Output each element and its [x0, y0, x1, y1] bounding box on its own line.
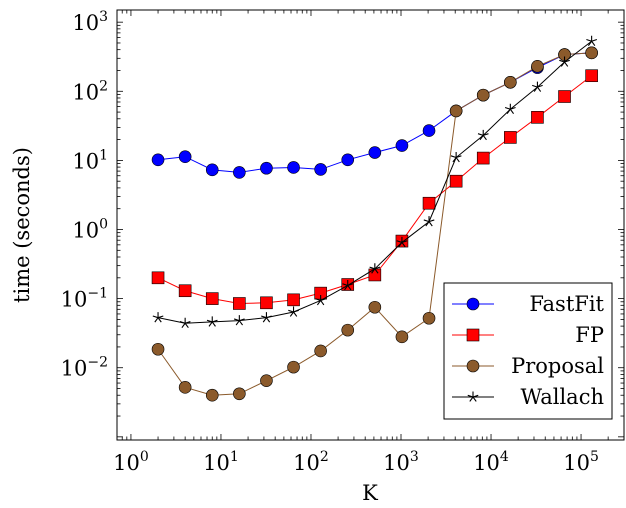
data-point	[233, 315, 245, 326]
data-point	[233, 387, 246, 401]
legend-label: Proposal	[511, 354, 604, 378]
data-point	[559, 56, 570, 67]
legend-entry: Wallach	[452, 385, 604, 409]
data-point	[585, 69, 598, 83]
data-point	[260, 374, 273, 387]
data-point	[395, 139, 409, 152]
data-point	[287, 360, 300, 374]
data-point	[368, 300, 382, 314]
data-point	[450, 152, 462, 163]
data-point	[205, 292, 219, 305]
series-wallach	[152, 35, 598, 329]
data-point	[531, 111, 544, 124]
x-tick-labels: 100 101 102 103 104 105	[113, 449, 599, 475]
x-tick-label: 100	[113, 449, 149, 475]
data-point	[422, 124, 436, 137]
data-point	[504, 103, 516, 114]
data-point	[422, 196, 436, 210]
x-tick-label: 103	[383, 449, 419, 475]
data-point	[287, 161, 300, 174]
x-tick-label: 104	[473, 449, 509, 475]
data-point	[504, 75, 517, 89]
data-point	[206, 316, 218, 327]
data-point	[342, 279, 354, 291]
data-point	[151, 271, 165, 285]
data-point	[531, 59, 544, 73]
legend-label: FastFit	[529, 292, 604, 316]
data-point	[261, 312, 272, 323]
data-point	[585, 46, 598, 60]
data-point	[558, 90, 571, 103]
legend-marker	[466, 359, 480, 373]
x-tick-label: 102	[293, 449, 329, 475]
data-point	[396, 236, 408, 248]
data-point	[422, 311, 436, 325]
series-group	[151, 35, 598, 402]
data-point	[205, 388, 219, 402]
y-tick-label: 103	[72, 9, 108, 35]
data-point	[449, 174, 463, 188]
legend-marker	[466, 297, 480, 311]
data-point	[233, 297, 246, 310]
data-point	[449, 104, 463, 118]
data-point	[368, 268, 382, 282]
data-point	[476, 151, 490, 165]
data-point	[368, 146, 382, 159]
y-tick-label: 10−2	[61, 355, 108, 381]
y-tick-labels: 10−2 10−1 100 101 102 103	[61, 9, 108, 381]
data-point	[504, 131, 517, 144]
plot-frame	[116, 9, 625, 441]
data-point	[341, 153, 355, 167]
data-point	[395, 330, 409, 344]
y-tick-label: 102	[72, 78, 108, 104]
data-point	[288, 306, 299, 317]
data-point	[423, 216, 435, 227]
data-point	[369, 263, 381, 274]
data-point	[178, 284, 192, 298]
data-point	[260, 161, 273, 175]
x-tick-label: 101	[203, 449, 239, 475]
legend-label: FP	[575, 323, 604, 347]
data-point	[205, 163, 219, 177]
legend-entry: FP	[452, 323, 604, 347]
data-point	[151, 153, 165, 167]
data-point	[179, 317, 191, 329]
series-proposal	[151, 46, 598, 402]
legend: FastFit FP Proposal Wallach	[443, 282, 613, 420]
x-axis-label: K	[362, 481, 378, 505]
legend-entry: Proposal	[452, 354, 604, 378]
series-fastfit	[151, 46, 598, 179]
series-fp	[151, 69, 598, 310]
data-point	[260, 296, 273, 310]
legend-marker	[466, 328, 480, 342]
legend-entry: FastFit	[452, 292, 605, 316]
legend-label: Wallach	[520, 385, 604, 409]
y-tick-label: 101	[72, 147, 108, 173]
legend-marker	[467, 391, 479, 402]
y-axis-label: time (seconds)	[10, 147, 34, 303]
data-point	[178, 150, 192, 164]
data-point	[314, 163, 327, 176]
data-point	[341, 323, 355, 337]
data-point	[314, 344, 327, 358]
data-point	[477, 129, 489, 141]
data-point	[315, 294, 327, 306]
data-point	[476, 88, 490, 102]
data-point	[152, 312, 164, 323]
axis-ticks	[116, 10, 625, 441]
data-point	[151, 342, 165, 356]
y-tick-label: 10−1	[61, 286, 108, 312]
y-tick-label: 100	[72, 217, 108, 243]
data-point	[586, 35, 598, 46]
x-tick-label: 105	[563, 449, 599, 475]
data-point	[532, 81, 543, 92]
data-point	[178, 381, 192, 394]
data-point	[287, 293, 300, 307]
data-point	[233, 166, 246, 179]
